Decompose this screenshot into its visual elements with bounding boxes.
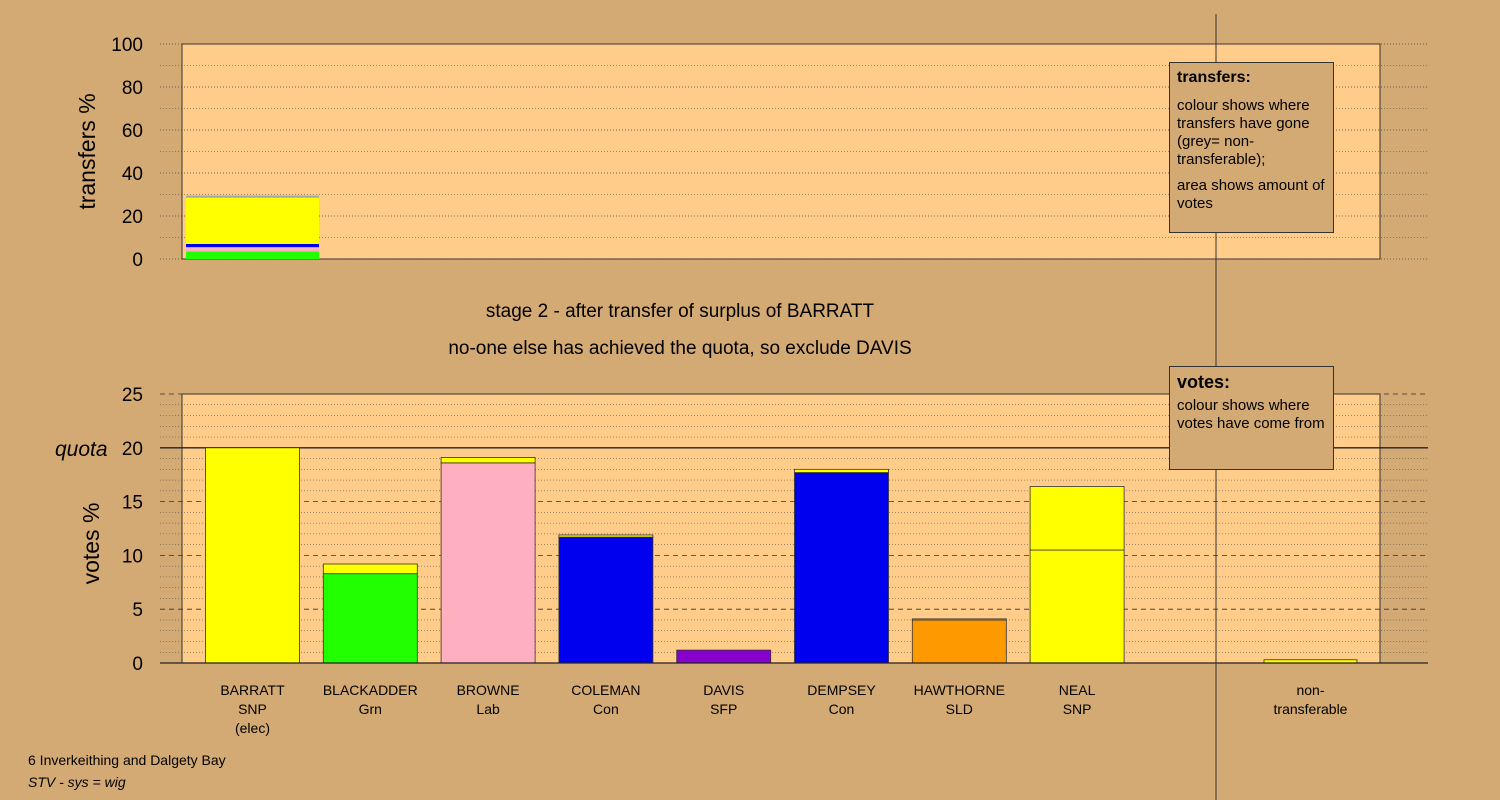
vote-segment-barratt [205, 447, 300, 664]
votes-tick-label: 20 [122, 439, 143, 460]
transfers-tick-label: 80 [122, 78, 143, 99]
vote-segment-coleman [558, 534, 654, 538]
vote-segment-neal [1029, 549, 1125, 664]
vote-segment-dempsey [794, 468, 889, 473]
candidate-label-hawthorne: HAWTHORNE SLD [894, 681, 1024, 719]
vote-segment-hawthorne [911, 619, 1007, 664]
candidate-label-davis-line: DAVIS [703, 682, 745, 698]
candidate-label-davis: DAVIS SFP [659, 681, 789, 719]
transfers-legend-line2: area shows amount of votes [1177, 177, 1325, 212]
votes-tick-label: 0 [132, 654, 143, 675]
votes-tick-label: 10 [122, 546, 143, 567]
vote-segment-browne [440, 462, 536, 664]
vote-segment-blackadder [322, 573, 418, 664]
transfers-legend-title: transfers: [1177, 69, 1251, 86]
vote-segment-hawthorne [911, 618, 1007, 621]
votes-legend: votes: colour shows where votes have com… [1169, 366, 1334, 470]
candidate-label-coleman: COLEMAN Con [541, 681, 671, 719]
transfers-tick-label: 20 [122, 207, 143, 228]
transfer-segment-lab [186, 247, 319, 252]
votes-tick-label: 5 [132, 600, 143, 621]
vote-segment-dempsey [794, 472, 889, 664]
candidate-label-coleman-line: Con [593, 701, 619, 717]
vote-segment-davis [676, 649, 772, 664]
transfers-tick-label: 100 [111, 35, 143, 56]
votes-legend-title: votes: [1177, 372, 1231, 392]
candidate-label-hawthorne-line: SLD [945, 701, 973, 717]
nontransferable-label: non-transferable [1246, 681, 1376, 719]
vote-segment-browne [440, 457, 536, 464]
footer-system: STV - sys = wig [28, 774, 126, 790]
transfer-segment-grn [186, 251, 319, 259]
candidate-label-neal: NEAL SNP [1012, 681, 1142, 719]
candidate-label-browne-line: Lab [476, 701, 500, 717]
candidate-label-davis-line: SFP [710, 701, 738, 717]
votes-legend-line1: colour shows where votes have come from [1177, 397, 1325, 432]
candidate-label-barratt: BARRATT SNP (elec) [188, 681, 318, 738]
candidate-label-dempsey: DEMPSEY Con [777, 681, 907, 719]
candidate-label-blackadder: BLACKADDER Grn [305, 681, 435, 719]
transfer-segment-snp [186, 197, 319, 244]
transfers-tick-label: 40 [122, 164, 143, 185]
action-caption: no-one else has achieved the quota, so e… [448, 338, 912, 359]
candidate-label-blackadder-line: BLACKADDER [322, 682, 418, 698]
transfers-tick-label: 60 [122, 121, 143, 142]
candidate-label-dempsey-line: DEMPSEY [807, 682, 876, 698]
candidate-label-coleman-line: COLEMAN [571, 682, 641, 698]
candidate-label-hawthorne-line: HAWTHORNE [913, 682, 1005, 698]
transfers-legend: transfers: colour shows where transfers … [1169, 62, 1334, 233]
vote-segment-coleman [558, 536, 654, 664]
vote-segment-blackadder [322, 563, 418, 575]
stage-caption: stage 2 - after transfer of surplus of B… [485, 301, 875, 322]
candidate-label-neal-line: NEAL [1058, 682, 1096, 698]
votes-axis-label: votes % [78, 503, 104, 585]
candidate-label-barratt-line: BARRATT [220, 682, 285, 698]
candidate-label-barratt-line: SNP [238, 701, 267, 717]
transfers-tick-label: 0 [132, 250, 143, 271]
votes-tick-label: 15 [122, 493, 143, 514]
candidate-label-browne: BROWNE Lab [423, 681, 553, 719]
candidate-label-blackadder-line: Grn [358, 701, 382, 717]
footer-ward: 6 Inverkeithing and Dalgety Bay [28, 752, 226, 768]
votes-tick-label: 25 [122, 385, 143, 406]
vote-segment-neal [1029, 486, 1125, 551]
quota-label: quota [55, 438, 108, 461]
transfer-segment-con [186, 243, 319, 248]
candidate-label-browne-line: BROWNE [456, 682, 520, 698]
candidate-label-dempsey-line: Con [828, 701, 855, 717]
transfers-legend-line1: colour shows where transfers have gone (… [1177, 97, 1310, 168]
candidate-label-neal-line: SNP [1062, 701, 1092, 717]
nontransferable-label-line: non- [1296, 682, 1325, 698]
nontransferable-label-line: transferable [1273, 701, 1348, 717]
candidate-label-barratt-line: (elec) [234, 720, 270, 736]
transfers-axis-label: transfers % [74, 93, 100, 209]
transfer-segment-nontransferable [186, 195, 319, 198]
